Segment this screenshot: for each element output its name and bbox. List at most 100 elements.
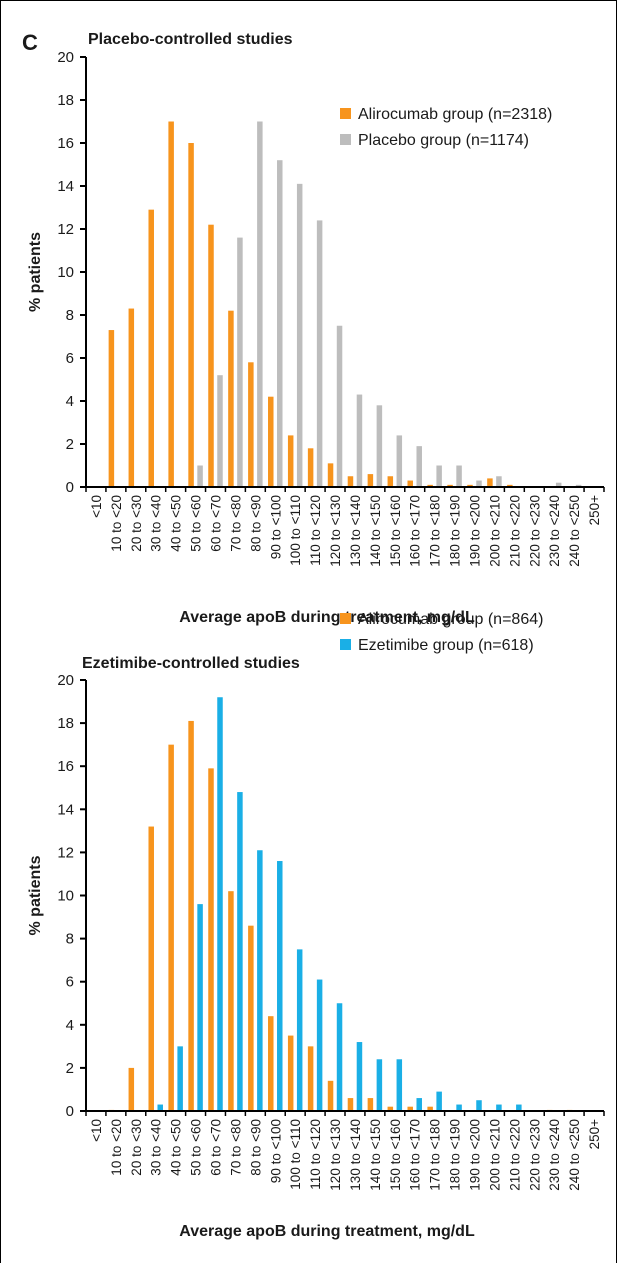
y-tick-label: 4 (66, 1017, 74, 1034)
bar-alirocumab (447, 484, 453, 487)
bar-alirocumab (327, 463, 334, 487)
bar-ezetimibe (336, 1003, 343, 1111)
x-tick-label: 250+ (587, 1119, 602, 1150)
x-tick-label: 110 to <120 (308, 1119, 323, 1190)
x-tick-label: 130 to <140 (348, 1119, 363, 1191)
bar-alirocumab (188, 143, 194, 487)
x-tick-label: 240 to <250 (567, 1119, 582, 1191)
bar-placebo (257, 121, 263, 487)
bar-alirocumab (367, 1098, 374, 1111)
x-tick-label: 100 to <110 (288, 1119, 303, 1190)
legend-swatch (340, 613, 351, 624)
bar-alirocumab (347, 1098, 354, 1111)
x-tick-label: 190 to <200 (468, 1119, 483, 1191)
x-tick-label: 130 to <140 (348, 495, 363, 567)
x-tick-label: 230 to <240 (547, 1119, 562, 1191)
bar-placebo (456, 465, 462, 487)
bar-placebo (496, 476, 502, 487)
bar-alirocumab (347, 476, 354, 487)
legend-swatch (340, 639, 351, 650)
y-tick-label: 14 (57, 801, 74, 818)
bar-placebo (555, 482, 562, 487)
x-tick-label: 210 to <220 (507, 495, 522, 567)
y-tick-label: 0 (66, 1103, 74, 1120)
bar-alirocumab (427, 484, 433, 487)
x-tick-label: 180 to <190 (448, 495, 463, 567)
bar-alirocumab (407, 480, 413, 487)
x-tick-label: 200 to <210 (487, 495, 502, 567)
x-tick-label: 240 to <250 (567, 495, 582, 567)
bar-ezetimibe (516, 1104, 522, 1111)
y-tick-label: 10 (57, 888, 74, 905)
y-tick-label: 16 (57, 758, 74, 775)
bar-alirocumab (208, 768, 214, 1111)
bar-alirocumab (367, 474, 374, 487)
x-axis-label: Average apoB during treatment, mg/dL (179, 609, 475, 626)
y-axis-label: % patients (27, 232, 44, 312)
bar-alirocumab (387, 476, 394, 487)
bar-alirocumab (248, 362, 254, 487)
x-tick-label: 90 to <100 (268, 1119, 283, 1183)
legend-label: Ezetimibe group (n=618) (358, 637, 534, 654)
x-tick-label: 210 to <220 (507, 1119, 522, 1191)
bar-alirocumab (268, 396, 274, 487)
bar-placebo (356, 394, 363, 487)
x-tick-label: 50 to <60 (189, 1119, 204, 1176)
bar-alirocumab (287, 435, 294, 487)
x-tick-label: 40 to <50 (169, 495, 184, 552)
bar-ezetimibe (296, 949, 303, 1112)
y-tick-label: 8 (66, 307, 74, 324)
x-tick-label: 230 to <240 (547, 495, 562, 567)
x-axis-label: Average apoB during treatment, mg/dL (179, 1223, 475, 1240)
bar-alirocumab (228, 891, 234, 1111)
bar-alirocumab (248, 925, 254, 1111)
y-tick-label: 20 (57, 49, 74, 66)
bar-alirocumab (427, 1106, 433, 1111)
x-tick-label: 120 to <130 (328, 495, 343, 567)
x-tick-label: 120 to <130 (328, 1119, 343, 1191)
bar-alirocumab (148, 826, 154, 1111)
bar-placebo (416, 446, 422, 487)
y-tick-label: 14 (57, 178, 74, 195)
legend-swatch (340, 108, 351, 119)
chart-title: Ezetimibe-controlled studies (82, 655, 300, 672)
y-tick-label: 18 (57, 92, 74, 109)
x-tick-label: 180 to <190 (448, 1119, 463, 1191)
bar-placebo (296, 183, 303, 487)
bar-ezetimibe (257, 850, 263, 1111)
x-tick-label: 150 to <160 (388, 495, 403, 567)
x-tick-label: <10 (89, 1119, 104, 1142)
x-tick-label: 80 to <90 (248, 495, 263, 552)
bar-placebo (217, 375, 223, 487)
bar-ezetimibe (217, 697, 223, 1111)
ezetimibe-controlled-chart: Ezetimibe-controlled studies 0 2 4 6 8 10 12 14 1… (27, 611, 605, 1240)
placebo-controlled-chart: Placebo-controlled studies 0 2 4 6 8 10 12 14 16 1… (27, 31, 605, 626)
x-tick-label: 250+ (587, 495, 602, 526)
x-tick-label: 20 to <30 (129, 495, 144, 552)
bar-placebo (396, 435, 403, 487)
bar-alirocumab (208, 224, 214, 487)
y-tick-label: 12 (57, 221, 74, 238)
bar-placebo (277, 160, 283, 487)
y-tick-label: 10 (57, 264, 74, 281)
x-tick-label: 170 to <180 (428, 495, 443, 567)
bar-ezetimibe (416, 1098, 422, 1111)
bar-placebo (376, 405, 383, 487)
bar-ezetimibe (316, 979, 323, 1111)
bar-ezetimibe (177, 1046, 183, 1111)
x-tick-label: 140 to <150 (368, 495, 383, 567)
y-tick-label: 12 (57, 844, 74, 861)
bar-alirocumab (148, 209, 154, 487)
y-tick-label: 2 (66, 436, 74, 453)
bar-placebo (316, 220, 323, 487)
bar-alirocumab (307, 448, 314, 487)
x-tick-label: 90 to <100 (268, 495, 283, 559)
legend-swatch (340, 134, 351, 145)
bar-ezetimibe (456, 1104, 462, 1111)
bar-alirocumab (128, 308, 135, 487)
y-tick-label: 20 (57, 672, 74, 689)
legend-label: Alirocumab group (n=864) (358, 611, 543, 628)
